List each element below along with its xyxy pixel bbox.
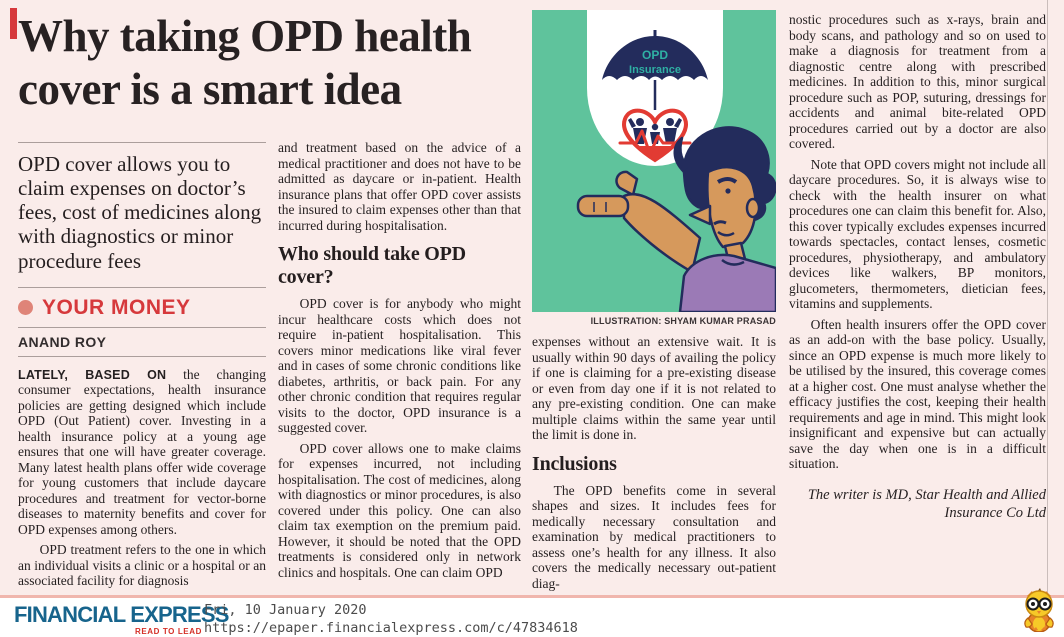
sub-heading: Inclusions: [532, 452, 617, 475]
financial-express-logo[interactable]: FINANCIAL EXPRESS READ TO LEAD: [14, 602, 229, 637]
epaper-footer: FINANCIAL EXPRESS READ TO LEAD Fri, 10 J…: [0, 588, 1064, 637]
column-4: nostic procedures such as x-rays, brain …: [789, 12, 1046, 522]
paragraph: Often health insurers offer the OPD cove…: [789, 316, 1046, 472]
article-standfirst: OPD cover allows you to claim expenses o…: [18, 152, 262, 273]
logo-tagline: READ TO LEAD: [134, 627, 202, 636]
paragraph: LATELY, BASED ON the changing consumer e…: [18, 367, 266, 538]
column-1-body: LATELY, BASED ON the changing consumer e…: [18, 367, 266, 589]
publication-date: Fri, 10 January 2020: [204, 602, 367, 618]
divider: [18, 355, 266, 357]
page-edge-divider: [1047, 0, 1048, 596]
author-byline: ANAND ROY: [18, 333, 107, 350]
opd-insurance-illustration: OPD Insurance: [532, 10, 776, 312]
sub-heading: Who should take OPD cover?: [278, 243, 466, 289]
owl-mascot-icon: [1017, 588, 1061, 637]
svg-text:Insurance: Insurance: [629, 64, 681, 76]
opd-insurance-umbrella-cartoon-icon: OPD Insurance: [532, 10, 776, 312]
article-marker-bar: [10, 8, 17, 39]
paragraph-text: the changing consumer expectations, heal…: [18, 366, 266, 537]
column-3: OPD Insurance: [532, 10, 776, 596]
paragraph: The OPD benefits come in several shapes …: [532, 482, 776, 591]
paragraph: and treatment based on the advice of a m…: [278, 140, 521, 233]
divider: [18, 326, 266, 328]
divider: [18, 142, 266, 143]
writer-credit: The writer is MD, Star Health and Allied…: [807, 486, 1046, 522]
paragraph-lead-in: LATELY, BASED ON: [18, 367, 167, 382]
column-2: and treatment based on the advice of a m…: [278, 140, 521, 585]
article-title: Why taking OPD health cover is a smart i…: [18, 11, 472, 114]
illustration-caption: ILLUSTRATION: SHYAM KUMAR PRASAD: [590, 316, 776, 326]
section-row: YOUR MONEY: [18, 288, 266, 327]
section-label: YOUR MONEY: [42, 295, 191, 319]
svg-text:OPD: OPD: [642, 48, 668, 62]
paragraph: OPD cover allows one to make claims for …: [278, 440, 521, 580]
paragraph: OPD cover is for anybody who might incur…: [278, 296, 521, 436]
paragraph: Note that OPD covers might not include a…: [789, 156, 1046, 312]
paragraph: expenses without an extensive wait. It i…: [532, 334, 776, 443]
paragraph: nostic procedures such as x-rays, brain …: [789, 12, 1046, 152]
divider: [18, 286, 266, 288]
footer-meta: Fri, 10 January 2020 https://epaper.fina…: [204, 601, 578, 637]
source-url-link[interactable]: https://epaper.financialexpress.com/c/47…: [204, 620, 578, 637]
paragraph: OPD treatment refers to the one in which…: [18, 542, 266, 589]
column-1: OPD cover allows you to claim expenses o…: [18, 142, 266, 594]
red-dot-bullet-icon: [18, 300, 33, 316]
logo-wordmark: FINANCIAL EXPRESS: [14, 602, 229, 627]
